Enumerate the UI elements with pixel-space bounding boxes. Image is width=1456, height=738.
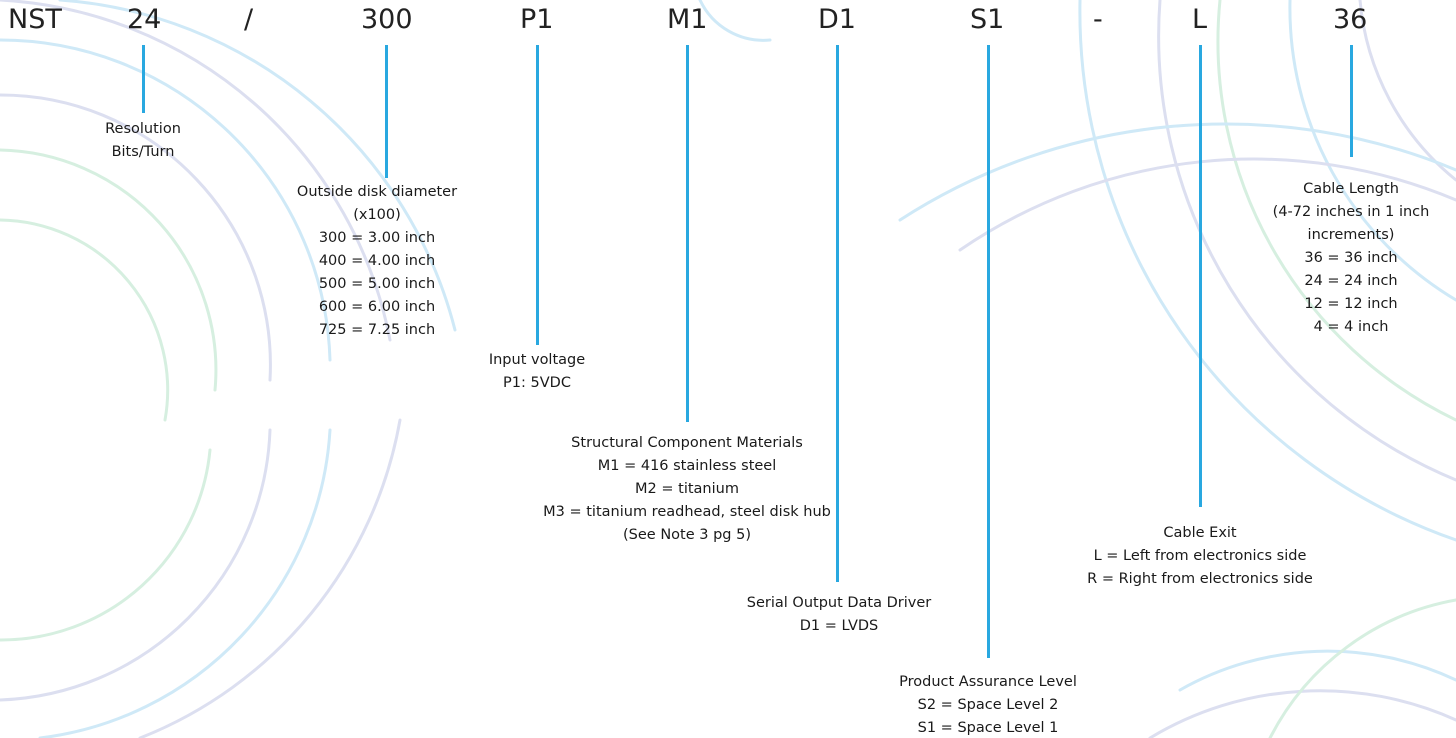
code-diameter: 300	[361, 4, 413, 35]
desc-line: Resolution	[105, 121, 181, 137]
desc-line: 400 = 4.00 inch	[318, 253, 436, 269]
leader-driver	[836, 45, 839, 582]
desc-line: Structural Component Materials	[571, 435, 803, 451]
desc-line: S2 = Space Level 2	[917, 697, 1059, 713]
code-slash: /	[244, 4, 254, 35]
desc-line: M3 = titanium readhead, steel disk hub	[543, 504, 831, 520]
desc-line: Serial Output Data Driver	[746, 595, 932, 611]
code-length: 36	[1333, 4, 1368, 35]
leader-exit	[1199, 45, 1202, 507]
leader-diameter	[385, 45, 388, 178]
desc-exit: Cable Exit L = Left from electronics sid…	[1087, 522, 1313, 591]
desc-line: S1 = Space Level 1	[917, 720, 1059, 736]
desc-line: Outside disk diameter	[296, 184, 458, 200]
desc-power: Input voltage P1: 5VDC	[489, 349, 585, 395]
desc-assurance: Product Assurance Level S2 = Space Level…	[899, 671, 1077, 738]
desc-driver: Serial Output Data Driver D1 = LVDS	[747, 592, 931, 638]
desc-line: 24 = 24 inch	[1304, 273, 1398, 289]
desc-line: 725 = 7.25 inch	[318, 322, 436, 338]
desc-line: M2 = titanium	[635, 481, 739, 497]
desc-line: M1 = 416 stainless steel	[597, 458, 777, 474]
desc-line: Input voltage	[488, 352, 586, 368]
code-material: M1	[667, 4, 708, 35]
desc-line: 36 = 36 inch	[1304, 250, 1398, 266]
desc-line: Cable Exit	[1163, 525, 1237, 541]
desc-line: Cable Length	[1303, 181, 1399, 197]
desc-line: 500 = 5.00 inch	[318, 276, 436, 292]
desc-line: D1 = LVDS	[799, 618, 879, 634]
code-power: P1	[520, 4, 554, 35]
desc-line: P1: 5VDC	[503, 375, 571, 391]
code-assurance: S1	[970, 4, 1005, 35]
desc-line: 300 = 3.00 inch	[318, 230, 436, 246]
leader-resolution	[142, 45, 145, 113]
code-dash: -	[1093, 4, 1103, 35]
code-prefix: NST	[8, 4, 62, 35]
desc-material: Structural Component Materials M1 = 416 …	[543, 432, 831, 547]
desc-line: (x100)	[353, 207, 401, 223]
desc-line: (See Note 3 pg 5)	[623, 527, 751, 543]
leader-assurance	[987, 45, 990, 658]
desc-resolution: Resolution Bits/Turn	[105, 118, 181, 164]
leader-material	[686, 45, 689, 422]
code-exit: L	[1192, 4, 1208, 35]
desc-line: Product Assurance Level	[899, 674, 1077, 690]
desc-line: 600 = 6.00 inch	[318, 299, 436, 315]
code-driver: D1	[818, 4, 856, 35]
code-resolution: 24	[127, 4, 162, 35]
desc-line: (4-72 inches in 1 inch	[1272, 204, 1430, 220]
desc-line: Bits/Turn	[111, 144, 175, 160]
desc-line: L = Left from electronics side	[1093, 548, 1307, 564]
leader-length	[1350, 45, 1353, 157]
desc-line: increments)	[1307, 227, 1395, 243]
desc-line: 12 = 12 inch	[1304, 296, 1398, 312]
desc-diameter: Outside disk diameter (x100) 300 = 3.00 …	[297, 181, 457, 342]
desc-length: Cable Length (4-72 inches in 1 inch incr…	[1273, 178, 1430, 339]
desc-line: R = Right from electronics side	[1087, 571, 1313, 587]
leader-power	[536, 45, 539, 345]
desc-line: 4 = 4 inch	[1313, 319, 1389, 335]
